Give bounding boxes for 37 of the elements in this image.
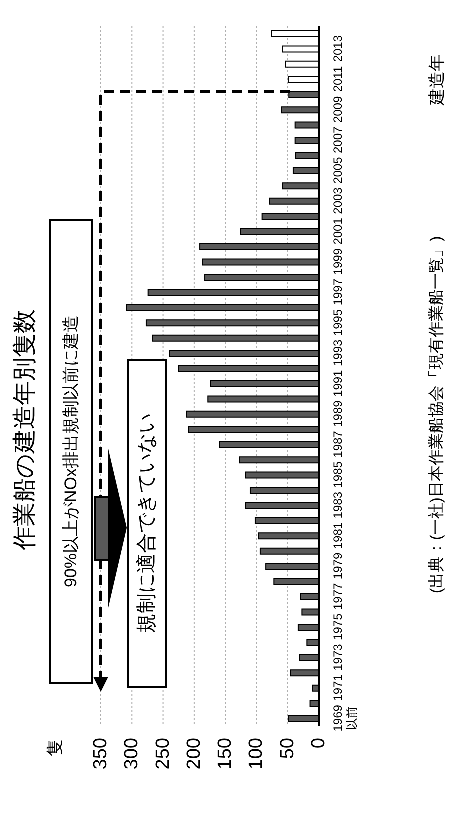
y-tick-label: 2011: [330, 66, 345, 92]
y-tick-label: 1987: [330, 430, 345, 458]
y-tick-label: 1973: [330, 644, 345, 671]
x-tick-label: 0: [308, 738, 330, 749]
x-tick-label: 150: [215, 738, 236, 770]
y-tick-label: 1997: [330, 278, 345, 306]
y-axis-title: 建造年: [428, 54, 446, 106]
y-tick-label: 1991: [330, 370, 345, 397]
y-tick-label: 1999: [330, 248, 345, 276]
y-tick-label: 1979: [330, 552, 345, 580]
text: 作業船の建造年別隻数: [12, 310, 38, 552]
y-tick-label: 1981: [330, 522, 345, 550]
y-tick-label: 2005: [330, 156, 345, 184]
y-tick-label: 1977: [330, 582, 345, 610]
text: (出典：(一社)日本作業船協会「現有作業船一覧」): [428, 236, 446, 594]
y-tick-label: 2007: [330, 126, 345, 154]
x-tick-label: 300: [122, 738, 143, 770]
y-tick-label: 2013: [330, 35, 345, 62]
x-tick-label: 50: [277, 738, 298, 760]
y-tick-label: 1989: [330, 400, 345, 428]
y-tick-label: 2001: [330, 218, 345, 245]
annotation: 規制に適合できていない: [136, 414, 158, 634]
y-tick-label: 2009: [330, 96, 345, 124]
y-tick-label: 2003: [330, 187, 345, 214]
x-tick-label: 100: [246, 738, 268, 770]
y-tick-label: 1985: [330, 461, 345, 488]
y-tick-label: 1995: [330, 309, 345, 336]
y-tick-label: 1971: [330, 674, 345, 702]
x-tick-label: 250: [152, 738, 174, 770]
y-tick-label: 1983: [330, 492, 345, 519]
text: 90%以上がNOx排出規制以前に建造: [62, 315, 80, 588]
x-tick-label: 350: [90, 738, 112, 770]
y-tick-label: 1975: [330, 613, 345, 640]
y-tick-label: 1993: [330, 340, 345, 367]
y-tick-label: 1969以前: [330, 704, 359, 732]
x-tick-label: 200: [184, 738, 205, 770]
text: 隻: [46, 740, 64, 756]
